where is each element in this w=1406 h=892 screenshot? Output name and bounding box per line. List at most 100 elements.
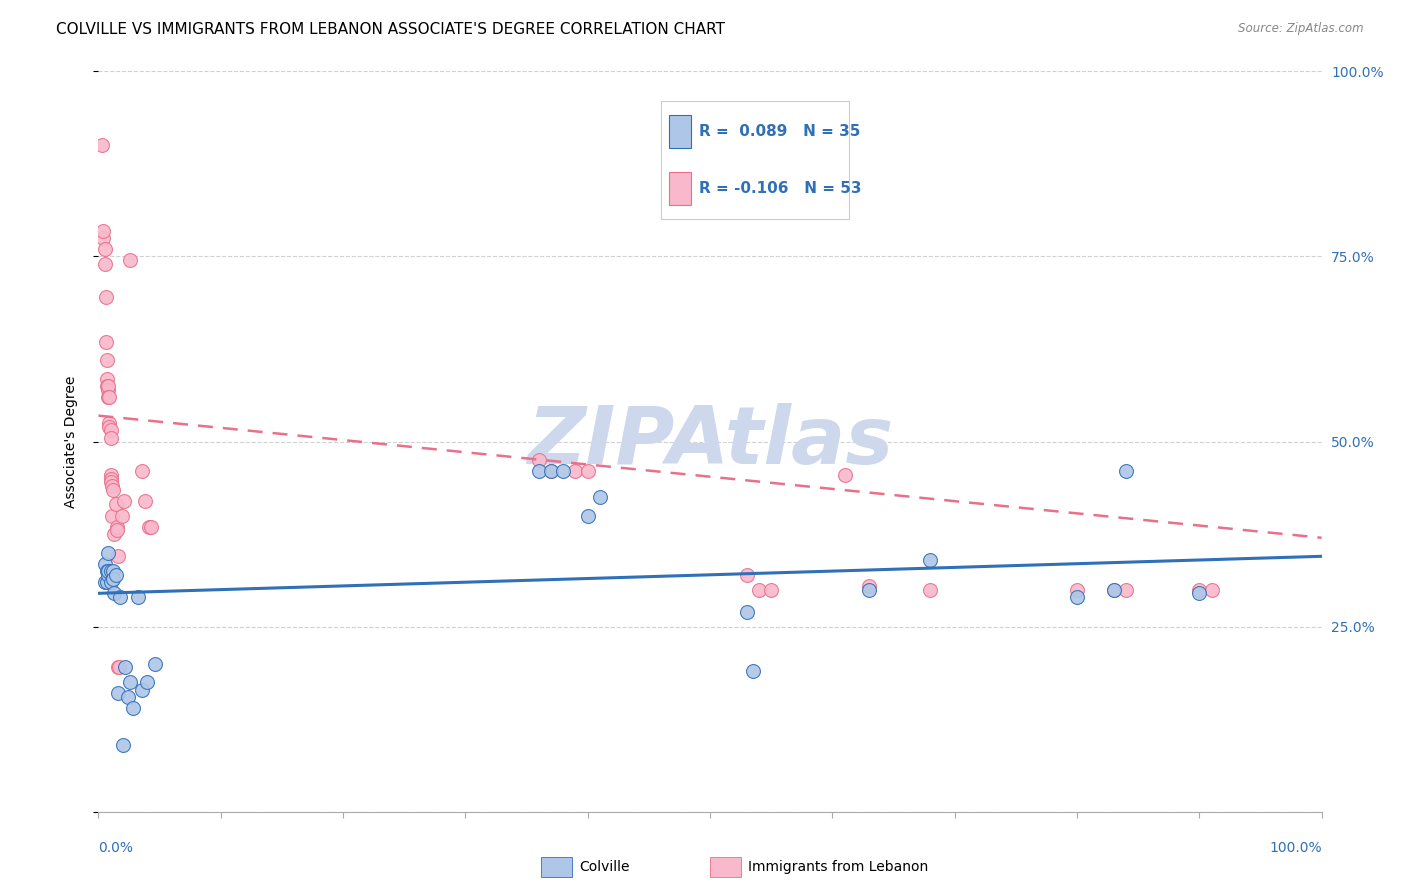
Point: [1115, 582, 1137, 597]
Point: [110, 590, 132, 604]
Point: [858, 582, 880, 597]
Point: [576, 508, 599, 523]
Point: [97, 390, 120, 404]
Point: [1102, 582, 1125, 597]
Point: [98, 390, 121, 404]
Point: [735, 605, 758, 619]
Point: [107, 686, 129, 700]
Point: [741, 664, 763, 678]
Text: Colville: Colville: [579, 860, 630, 874]
Text: Source: ZipAtlas.com: Source: ZipAtlas.com: [1239, 22, 1364, 36]
Point: [1066, 582, 1088, 597]
Text: 0.0%: 0.0%: [98, 841, 134, 855]
Point: [91, 231, 114, 245]
Point: [589, 490, 612, 504]
Point: [1188, 582, 1211, 597]
Point: [104, 498, 127, 512]
Point: [564, 464, 586, 478]
Point: [107, 660, 129, 674]
Point: [540, 464, 562, 478]
Point: [93, 557, 115, 571]
Point: [920, 553, 942, 567]
Text: COLVILLE VS IMMIGRANTS FROM LEBANON ASSOCIATE'S DEGREE CORRELATION CHART: COLVILLE VS IMMIGRANTS FROM LEBANON ASSO…: [56, 22, 725, 37]
Point: [117, 690, 139, 704]
Point: [858, 579, 880, 593]
Point: [111, 738, 134, 752]
Point: [136, 675, 159, 690]
Point: [100, 424, 122, 438]
Point: [1066, 590, 1088, 604]
Point: [108, 660, 131, 674]
Point: [97, 567, 120, 582]
Point: [527, 464, 550, 478]
Point: [96, 564, 118, 578]
Point: [540, 464, 562, 478]
Point: [761, 582, 783, 597]
Point: [100, 467, 122, 482]
Point: [120, 675, 142, 690]
Point: [107, 549, 129, 564]
Text: ZIPAtlas: ZIPAtlas: [527, 402, 893, 481]
Point: [920, 582, 942, 597]
Bar: [669, 172, 692, 205]
Point: [101, 483, 124, 497]
Point: [1102, 582, 1125, 597]
Point: [94, 334, 117, 349]
Point: [576, 464, 599, 478]
Point: [112, 493, 135, 508]
Point: [100, 431, 122, 445]
Point: [96, 379, 118, 393]
Point: [100, 475, 122, 490]
Point: [138, 519, 160, 533]
Point: [101, 479, 124, 493]
Point: [94, 290, 117, 304]
Point: [97, 383, 120, 397]
Point: [105, 524, 128, 538]
Point: [104, 567, 127, 582]
Point: [91, 223, 114, 237]
Point: [834, 467, 856, 482]
Point: [101, 508, 124, 523]
Point: [103, 586, 125, 600]
Point: [1188, 586, 1211, 600]
Text: 100.0%: 100.0%: [1270, 841, 1322, 855]
Point: [93, 242, 115, 256]
Text: R = -0.106   N = 53: R = -0.106 N = 53: [699, 180, 862, 195]
Point: [121, 701, 143, 715]
Point: [1115, 464, 1137, 478]
Text: Immigrants from Lebanon: Immigrants from Lebanon: [748, 860, 928, 874]
Point: [111, 508, 134, 523]
Point: [98, 416, 121, 430]
Bar: [669, 115, 692, 148]
Point: [93, 257, 115, 271]
Point: [143, 657, 166, 671]
Point: [748, 582, 770, 597]
Point: [1201, 582, 1223, 597]
Point: [735, 567, 758, 582]
Point: [91, 138, 114, 153]
Point: [134, 493, 156, 508]
Point: [131, 682, 153, 697]
Point: [100, 564, 122, 578]
Point: [120, 253, 142, 268]
Text: R =  0.089   N = 35: R = 0.089 N = 35: [699, 124, 860, 138]
Point: [96, 371, 118, 385]
Y-axis label: Associate's Degree: Associate's Degree: [63, 376, 77, 508]
Point: [101, 572, 124, 586]
Point: [114, 660, 136, 674]
Point: [527, 453, 550, 467]
Point: [553, 464, 575, 478]
Point: [101, 564, 124, 578]
Point: [93, 575, 115, 590]
Point: [100, 471, 122, 485]
Point: [131, 464, 153, 478]
Point: [100, 575, 122, 590]
Point: [98, 419, 121, 434]
Point: [96, 353, 118, 368]
Point: [97, 379, 120, 393]
Point: [103, 527, 125, 541]
Point: [105, 519, 128, 533]
Point: [96, 575, 118, 590]
Point: [127, 590, 149, 604]
Point: [139, 519, 162, 533]
